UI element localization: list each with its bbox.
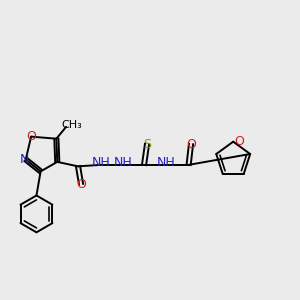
Text: O: O bbox=[186, 138, 196, 151]
Text: O: O bbox=[234, 135, 244, 148]
Text: CH₃: CH₃ bbox=[61, 120, 82, 130]
Text: NH: NH bbox=[92, 156, 110, 169]
Text: O: O bbox=[26, 130, 36, 143]
Text: S: S bbox=[143, 138, 151, 151]
Text: NH: NH bbox=[157, 156, 176, 169]
Text: NH: NH bbox=[113, 156, 132, 169]
Text: O: O bbox=[76, 178, 86, 191]
Text: N: N bbox=[20, 153, 29, 166]
